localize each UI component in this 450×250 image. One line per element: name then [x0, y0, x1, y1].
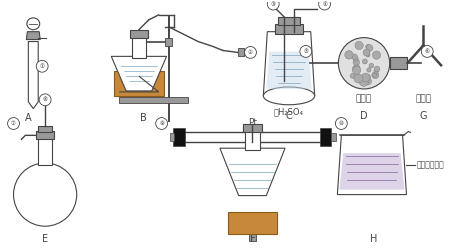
Circle shape [300, 46, 312, 57]
Bar [174, 128, 185, 146]
Polygon shape [227, 162, 278, 192]
Circle shape [36, 60, 48, 72]
Text: 浓H₂SO₄: 浓H₂SO₄ [274, 108, 304, 117]
Circle shape [421, 46, 433, 57]
Circle shape [366, 53, 370, 57]
Polygon shape [266, 52, 312, 89]
Polygon shape [27, 32, 40, 40]
Ellipse shape [263, 87, 315, 105]
Circle shape [359, 77, 369, 86]
Circle shape [367, 68, 371, 72]
Circle shape [267, 0, 279, 10]
Circle shape [354, 65, 360, 70]
Text: ④: ④ [322, 2, 327, 6]
Circle shape [364, 78, 371, 85]
Text: ⑧: ⑧ [43, 97, 48, 102]
Bar [130, 30, 148, 38]
Bar [36, 132, 54, 139]
Bar [114, 71, 164, 96]
Bar [278, 17, 300, 25]
Polygon shape [117, 66, 161, 88]
Polygon shape [220, 148, 285, 196]
Circle shape [372, 51, 381, 59]
Bar [390, 57, 408, 69]
Circle shape [350, 73, 355, 78]
Circle shape [366, 44, 373, 51]
Text: B: B [140, 112, 147, 122]
Polygon shape [263, 32, 315, 96]
Bar [244, 130, 261, 150]
Circle shape [351, 54, 357, 60]
Circle shape [39, 94, 51, 106]
Circle shape [361, 73, 370, 82]
Circle shape [373, 73, 377, 77]
Circle shape [8, 118, 19, 130]
Text: ①: ① [40, 64, 45, 69]
Text: ⑩: ⑩ [339, 121, 344, 126]
Circle shape [362, 59, 367, 64]
Bar [228, 212, 277, 234]
Text: H: H [370, 234, 378, 244]
Circle shape [374, 66, 380, 72]
Bar [38, 126, 52, 132]
Text: G: G [419, 110, 427, 120]
Bar [243, 124, 262, 132]
Text: F: F [250, 234, 255, 244]
Text: 碱石灰: 碱石灰 [356, 94, 372, 103]
Circle shape [338, 38, 390, 89]
Circle shape [352, 66, 361, 74]
Circle shape [355, 41, 363, 50]
Polygon shape [339, 153, 405, 190]
Circle shape [354, 74, 363, 83]
Polygon shape [28, 42, 38, 109]
Text: Pt: Pt [248, 118, 257, 128]
Bar [38, 137, 52, 165]
Bar [170, 134, 175, 141]
Polygon shape [338, 135, 406, 194]
Bar [332, 134, 337, 141]
Text: 紫色石蕊试液: 紫色石蕊试液 [416, 160, 444, 170]
Bar [320, 128, 332, 146]
Bar [132, 36, 146, 58]
Text: D: D [360, 110, 368, 120]
Circle shape [363, 49, 370, 56]
Text: A: A [25, 112, 32, 122]
Text: ②: ② [248, 50, 253, 55]
Circle shape [353, 56, 358, 61]
Circle shape [14, 163, 76, 226]
Circle shape [372, 72, 379, 79]
Ellipse shape [27, 18, 40, 30]
Circle shape [365, 74, 370, 79]
Circle shape [374, 69, 378, 73]
Bar [165, 38, 172, 46]
Text: 三通管: 三通管 [415, 94, 432, 103]
Text: C: C [286, 110, 292, 120]
Text: ⑨: ⑨ [159, 121, 164, 126]
Text: ⑥: ⑥ [425, 49, 430, 54]
Text: ⑤: ⑤ [303, 49, 308, 54]
Bar [238, 48, 243, 56]
Text: ⑦: ⑦ [11, 121, 16, 126]
Circle shape [369, 63, 374, 68]
Circle shape [335, 118, 347, 130]
Text: E: E [42, 234, 48, 244]
Bar [248, 231, 256, 241]
Circle shape [366, 44, 370, 49]
Text: ③: ③ [271, 2, 276, 6]
Polygon shape [111, 56, 166, 91]
Circle shape [353, 59, 360, 66]
Circle shape [345, 51, 353, 59]
Bar [275, 24, 303, 34]
Bar [119, 97, 188, 103]
Circle shape [156, 118, 167, 130]
Circle shape [319, 0, 330, 10]
Circle shape [352, 65, 359, 72]
Circle shape [244, 46, 256, 58]
